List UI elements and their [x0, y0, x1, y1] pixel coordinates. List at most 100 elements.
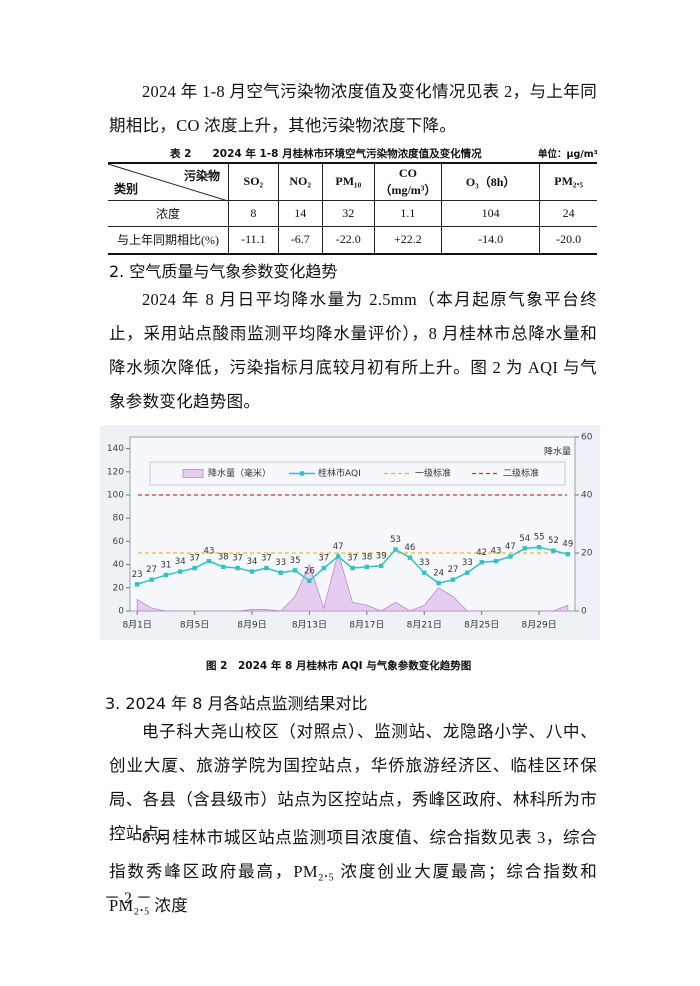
y-tick-label: 80: [113, 514, 125, 524]
aqi-value-label: 38: [218, 552, 229, 562]
aqi-value-label: 33: [275, 558, 286, 568]
table-row: 与上年同期相比(%) -11.1 -6.7 -22.0 +22.2 -14.0 …: [108, 225, 597, 255]
cell: 14: [277, 199, 323, 226]
legend-label: 二级标准: [503, 467, 539, 479]
cell: 1.1: [373, 199, 442, 226]
table-row: 浓度 8 14 32 1.1 104 24: [108, 199, 597, 226]
aqi-point: [508, 554, 513, 559]
aqi-value-label: 49: [562, 540, 573, 550]
aqi-point: [335, 554, 341, 559]
aqi-point: [536, 545, 542, 550]
x-tick-label: 8月1日: [122, 620, 151, 631]
figure-caption: 图 2 2024 年 8 月桂林市 AQI 与气象参数变化趋势图: [206, 660, 472, 672]
legend-label: 降水量（毫米）: [208, 467, 271, 479]
cell: 24: [539, 199, 597, 226]
aqi-point: [206, 558, 212, 564]
aqi-value-label: 37: [261, 554, 272, 564]
aqi-point: [422, 570, 427, 575]
aqi-value-label: 47: [505, 542, 516, 552]
column-header: NO₂: [277, 162, 323, 200]
aqi-value-label: 26: [304, 566, 315, 576]
aqi-point: [264, 565, 269, 571]
data-table: 污染物 类别 SO₂ NO₂ PM₁₀ CO（mg/m³） O₃（8h） PM₂…: [108, 162, 597, 255]
y2-axis-label: 降水量: [544, 446, 571, 458]
column-header: O₃（8h）: [440, 162, 541, 200]
cell: 与上年同期相比(%): [108, 225, 229, 255]
x-tick-label: 8月5日: [180, 620, 209, 631]
aqi-point: [163, 572, 169, 578]
aqi-value-label: 47: [333, 542, 344, 552]
paragraph: 2024 年 8 月日平均降水量为 2.5mm（本月起原气象平台终止，采用站点酸…: [109, 290, 597, 411]
cell: 32: [321, 199, 375, 226]
x-tick-label: 8月17日: [349, 620, 384, 631]
chart: 0 20 40 60 80 100 120 140 0 20 40 60 降水量 8月1日 8月5日 8月9日…: [100, 425, 600, 640]
aqi-point: [393, 547, 398, 552]
paragraph: 8 月桂林市城区站点监测项目浓度值、综合指数见表 3，综合指数秀峰区政府最高，P…: [109, 828, 597, 915]
aqi-point: [134, 582, 140, 587]
legend-swatch: [182, 469, 204, 478]
aqi-value-label: 37: [232, 554, 243, 564]
aqi-point: [379, 563, 384, 568]
y2-tick-label: 40: [581, 491, 593, 501]
x-tick-label: 8月29日: [522, 620, 557, 631]
cell: +22.2: [373, 225, 442, 255]
cell: -22.0: [321, 225, 375, 255]
paragraph: 电子科大尧山校区（对照点）、监测站、龙隐路小学、八中、创业大厦、旅游学院为国控站…: [109, 722, 597, 843]
aqi-value-label: 31: [160, 561, 171, 571]
aqi-point: [465, 570, 470, 575]
aqi-value-label: 27: [448, 565, 459, 575]
aqi-value-label: 43: [204, 547, 215, 557]
cell: 8: [228, 199, 279, 226]
aqi-value-label: 43: [491, 547, 502, 557]
y-tick-label: 120: [107, 467, 124, 477]
aqi-point: [249, 569, 255, 574]
aqi-value-label: 34: [247, 557, 258, 567]
aqi-point: [321, 565, 326, 571]
corner-bottom: 类别: [114, 181, 139, 196]
aqi-value-label: 39: [376, 551, 387, 561]
aqi-value-label: 42: [476, 548, 487, 558]
aqi-point: [493, 558, 499, 564]
cell: -11.1: [228, 225, 279, 255]
y-tick-label: 40: [113, 560, 125, 570]
y-tick-label: 0: [118, 607, 124, 617]
aqi-point: [479, 560, 484, 565]
aqi-value-label: 53: [390, 535, 401, 545]
aqi-value-label: 54: [519, 534, 530, 544]
y-tick-label: 140: [107, 444, 124, 454]
aqi-value-label: 55: [534, 533, 545, 543]
aqi-point: [178, 569, 183, 574]
y2-tick-label: 60: [581, 433, 593, 443]
aqi-point: [149, 577, 154, 582]
legend-label: 一级标准: [415, 467, 451, 479]
aqi-value-label: 33: [419, 558, 430, 568]
aqi-value-label: 38: [361, 552, 372, 562]
x-tick-label: 8月9日: [237, 620, 266, 631]
x-tick-label: 8月21日: [407, 620, 442, 631]
cell: 104: [440, 199, 541, 226]
column-header: SO₂: [228, 162, 279, 200]
cell: -20.0: [539, 225, 597, 255]
aqi-point: [192, 565, 197, 571]
column-header: PM₁₀: [321, 162, 375, 200]
y-tick-label: 60: [113, 537, 125, 547]
aqi-point: [551, 548, 556, 553]
aqi-point: [565, 551, 571, 557]
aqi-point: [364, 564, 370, 570]
aqi-point: [221, 564, 226, 570]
aqi-value-label: 35: [290, 556, 301, 566]
aqi-point: [292, 568, 298, 573]
y2-tick-label: 0: [581, 607, 587, 617]
x-tick-label: 8月25日: [464, 620, 499, 631]
aqi-value-label: 52: [548, 536, 559, 546]
aqi-value-label: 23: [132, 570, 143, 580]
aqi-value-label: 37: [189, 554, 200, 564]
legend-box: [149, 461, 566, 486]
aqi-value-label: 37: [347, 554, 358, 564]
aqi-value-label: 46: [405, 543, 416, 553]
corner-cell: 污染物 类别: [108, 162, 229, 201]
aqi-value-label: 24: [433, 569, 444, 579]
table-unit: 单位：μg/m³: [538, 149, 598, 160]
